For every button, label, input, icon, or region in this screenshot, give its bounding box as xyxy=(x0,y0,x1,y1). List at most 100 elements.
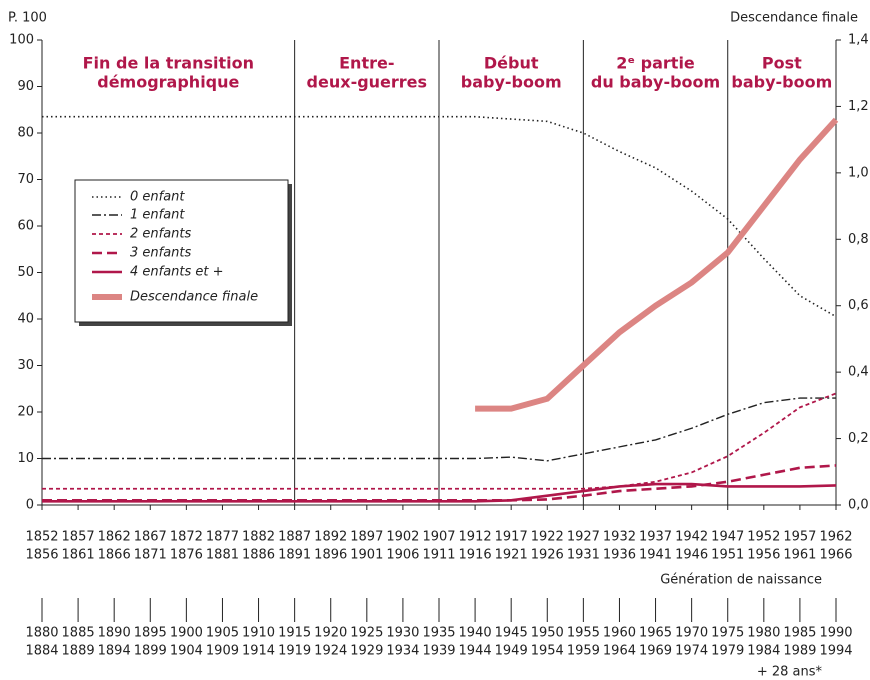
period-label: Début xyxy=(484,54,539,73)
x-tick-label: 1966 xyxy=(819,548,852,563)
x2-tick-label: 1915 xyxy=(278,626,311,641)
x2-tick-label: 1955 xyxy=(567,626,600,641)
x-tick-label: 1882 xyxy=(242,530,275,545)
x2-tick-label: 1909 xyxy=(206,644,239,659)
y2-tick-label: 1,2 xyxy=(848,99,869,114)
x2-tick-label: 1920 xyxy=(314,626,347,641)
y2-tick-label: 1,0 xyxy=(848,165,869,180)
legend-label: 4 enfants et + xyxy=(130,265,224,280)
legend-label: 0 enfant xyxy=(130,190,185,205)
x-tick-label: 1872 xyxy=(170,530,203,545)
y-tick-label: 90 xyxy=(17,79,34,94)
x-tick-label: 1902 xyxy=(386,530,419,545)
x2-tick-label: 1940 xyxy=(459,626,492,641)
y2-tick-label: 1,4 xyxy=(848,33,869,48)
period-label: Post xyxy=(762,54,802,73)
series-line xyxy=(42,397,836,462)
x-tick-label: 1901 xyxy=(350,548,383,563)
x-tick-label: 1876 xyxy=(170,548,203,563)
legend-label: 2 enfants xyxy=(130,227,192,242)
x-tick-label: 1942 xyxy=(675,530,708,545)
x-tick-label: 1907 xyxy=(422,530,455,545)
x-tick-label: 1856 xyxy=(25,548,58,563)
x2-tick-label: 1894 xyxy=(98,644,131,659)
x2-tick-label: 1980 xyxy=(747,626,780,641)
x-tick-label: 1881 xyxy=(206,548,239,563)
x2-tick-label: 1884 xyxy=(25,644,58,659)
legend-label: Descendance finale xyxy=(130,290,258,305)
x-tick-label: 1852 xyxy=(25,530,58,545)
x-tick-label: 1952 xyxy=(747,530,780,545)
period-label: baby-boom xyxy=(731,73,832,92)
y-tick-label: 100 xyxy=(9,33,34,48)
period-label: du baby-boom xyxy=(591,73,720,92)
x2-tick-label: 1930 xyxy=(386,626,419,641)
x-tick-label: 1862 xyxy=(98,530,131,545)
x2-tick-label: 1965 xyxy=(639,626,672,641)
period-label: baby-boom xyxy=(461,73,562,92)
x2-tick-label: 1974 xyxy=(675,644,708,659)
x2-tick-label: 1914 xyxy=(242,644,275,659)
x2-tick-label: 1934 xyxy=(386,644,419,659)
x2-tick-label: 1939 xyxy=(422,644,455,659)
x-tick-label: 1916 xyxy=(459,548,492,563)
y2-tick-label: 0,6 xyxy=(848,298,869,313)
y-tick-label: 40 xyxy=(17,312,34,327)
period-label: deux-guerres xyxy=(307,73,428,92)
x2-tick-label: 1949 xyxy=(495,644,528,659)
x-tick-label: 1947 xyxy=(711,530,744,545)
x2-tick-label: 1929 xyxy=(350,644,383,659)
series-line xyxy=(42,115,837,318)
y-axis-label: P. 100 xyxy=(8,11,47,26)
x-tick-label: 1866 xyxy=(98,548,131,563)
x-tick-label: 1927 xyxy=(567,530,600,545)
x2-tick-label: 1904 xyxy=(170,644,203,659)
x-tick-label: 1962 xyxy=(819,530,852,545)
series-line xyxy=(42,482,837,503)
y-tick-label: 0 xyxy=(26,498,34,513)
x2-tick-label: 1919 xyxy=(278,644,311,659)
x2-tick-label: 1964 xyxy=(603,644,636,659)
x2-tick-label: 1910 xyxy=(242,626,275,641)
x-tick-label: 1956 xyxy=(747,548,780,563)
y2-axis-label: Descendance finale xyxy=(730,11,858,26)
x2-tick-label: 1935 xyxy=(422,626,455,641)
x2-tick-label: 1985 xyxy=(783,626,816,641)
y-tick-label: 10 xyxy=(17,451,34,466)
x-tick-label: 1912 xyxy=(459,530,492,545)
x-tick-label: 1917 xyxy=(495,530,528,545)
x2-tick-label: 1899 xyxy=(134,644,167,659)
x2-tick-label: 1950 xyxy=(531,626,564,641)
x2-tick-label: 1900 xyxy=(170,626,203,641)
x-tick-label: 1951 xyxy=(711,548,744,563)
x2-tick-label: 1970 xyxy=(675,626,708,641)
x-tick-label: 1936 xyxy=(603,548,636,563)
x2-note: + 28 ans* xyxy=(757,665,823,680)
x-tick-label: 1891 xyxy=(278,548,311,563)
x2-tick-label: 1954 xyxy=(531,644,564,659)
x2-tick-label: 1890 xyxy=(98,626,131,641)
x-tick-label: 1941 xyxy=(639,548,672,563)
x2-tick-label: 1989 xyxy=(783,644,816,659)
legend-label: 1 enfant xyxy=(130,208,185,223)
period-label: 2ᵉ partie xyxy=(616,54,695,73)
x2-tick-label: 1924 xyxy=(314,644,347,659)
x2-tick-label: 1944 xyxy=(459,644,492,659)
x-tick-label: 1921 xyxy=(495,548,528,563)
x-tick-label: 1937 xyxy=(639,530,672,545)
x2-tick-label: 1960 xyxy=(603,626,636,641)
x-tick-label: 1961 xyxy=(783,548,816,563)
x2-tick-label: 1959 xyxy=(567,644,600,659)
x-tick-label: 1857 xyxy=(62,530,95,545)
series-line xyxy=(475,117,839,412)
period-label: Entre- xyxy=(339,54,394,73)
x2-tick-label: 1984 xyxy=(747,644,780,659)
x-tick-label: 1946 xyxy=(675,548,708,563)
x2-tick-label: 1975 xyxy=(711,626,744,641)
x2-tick-label: 1880 xyxy=(25,626,58,641)
x-tick-label: 1922 xyxy=(531,530,564,545)
x2-tick-label: 1889 xyxy=(62,644,95,659)
x-tick-label: 1911 xyxy=(422,548,455,563)
x-tick-label: 1861 xyxy=(62,548,95,563)
